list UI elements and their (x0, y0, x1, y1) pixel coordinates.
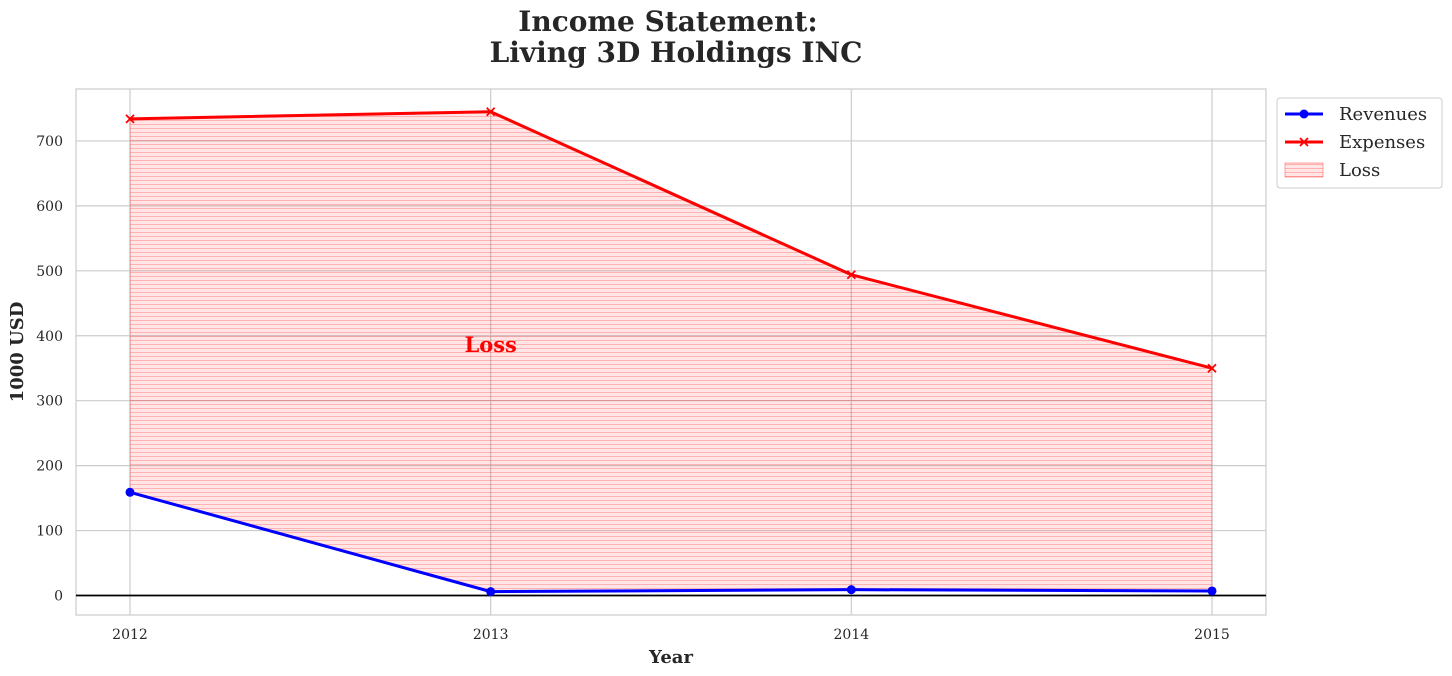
expenses-point (486, 107, 496, 117)
x-tick-label: 2014 (834, 627, 870, 643)
revenues-point (486, 587, 496, 597)
y-tick-label: 400 (36, 329, 63, 345)
y-axis-label: 1000 USD (7, 302, 28, 403)
legend-loss-label: Loss (1339, 160, 1380, 181)
x-tick-label: 2015 (1194, 627, 1230, 643)
revenues-point (1207, 586, 1217, 596)
chart-title: Income Statement: (518, 5, 817, 38)
legend-revenues-marker (1299, 109, 1309, 119)
x-axis-label: Year (648, 647, 693, 668)
legend-loss-swatch (1284, 162, 1324, 178)
expenses-point (1207, 363, 1217, 373)
expenses-point (846, 270, 856, 280)
revenues-point (125, 487, 135, 497)
y-tick-label: 0 (54, 589, 63, 605)
legend: Revenues Expenses Loss (1276, 97, 1443, 189)
x-tick-label: 2012 (112, 627, 148, 643)
legend-items: Revenues Expenses Loss (1284, 104, 1427, 181)
chart-subtitle: Living 3D Holdings INC (490, 36, 863, 69)
revenues-line (129, 490, 1213, 594)
expenses-point (125, 114, 135, 124)
legend-expenses-label: Expenses (1339, 132, 1425, 153)
legend-revenues-label: Revenues (1339, 104, 1427, 125)
annotation-layer: Loss (464, 332, 516, 357)
loss-fill-area (129, 111, 1213, 593)
y-tick-label: 200 (36, 459, 63, 475)
y-tick-label: 700 (36, 134, 63, 150)
y-tick-labels: 0 100 200 300 400 500 600 700 (36, 134, 63, 605)
legend-expenses-marker (1299, 137, 1309, 147)
x-tick-labels: 2012 2013 2014 2015 (112, 627, 1230, 643)
plot-area-frame (75, 88, 1267, 616)
series-layer (125, 107, 1217, 597)
loss-fill-layer (129, 111, 1213, 593)
y-tick-label: 100 (36, 524, 63, 540)
y-tick-label: 300 (36, 394, 63, 410)
revenues-point (846, 585, 856, 595)
loss-annotation: Loss (464, 332, 516, 357)
expenses-line (129, 110, 1213, 370)
y-tick-label: 600 (36, 199, 63, 215)
x-tick-label: 2013 (473, 627, 509, 643)
y-tick-label: 500 (36, 264, 63, 280)
